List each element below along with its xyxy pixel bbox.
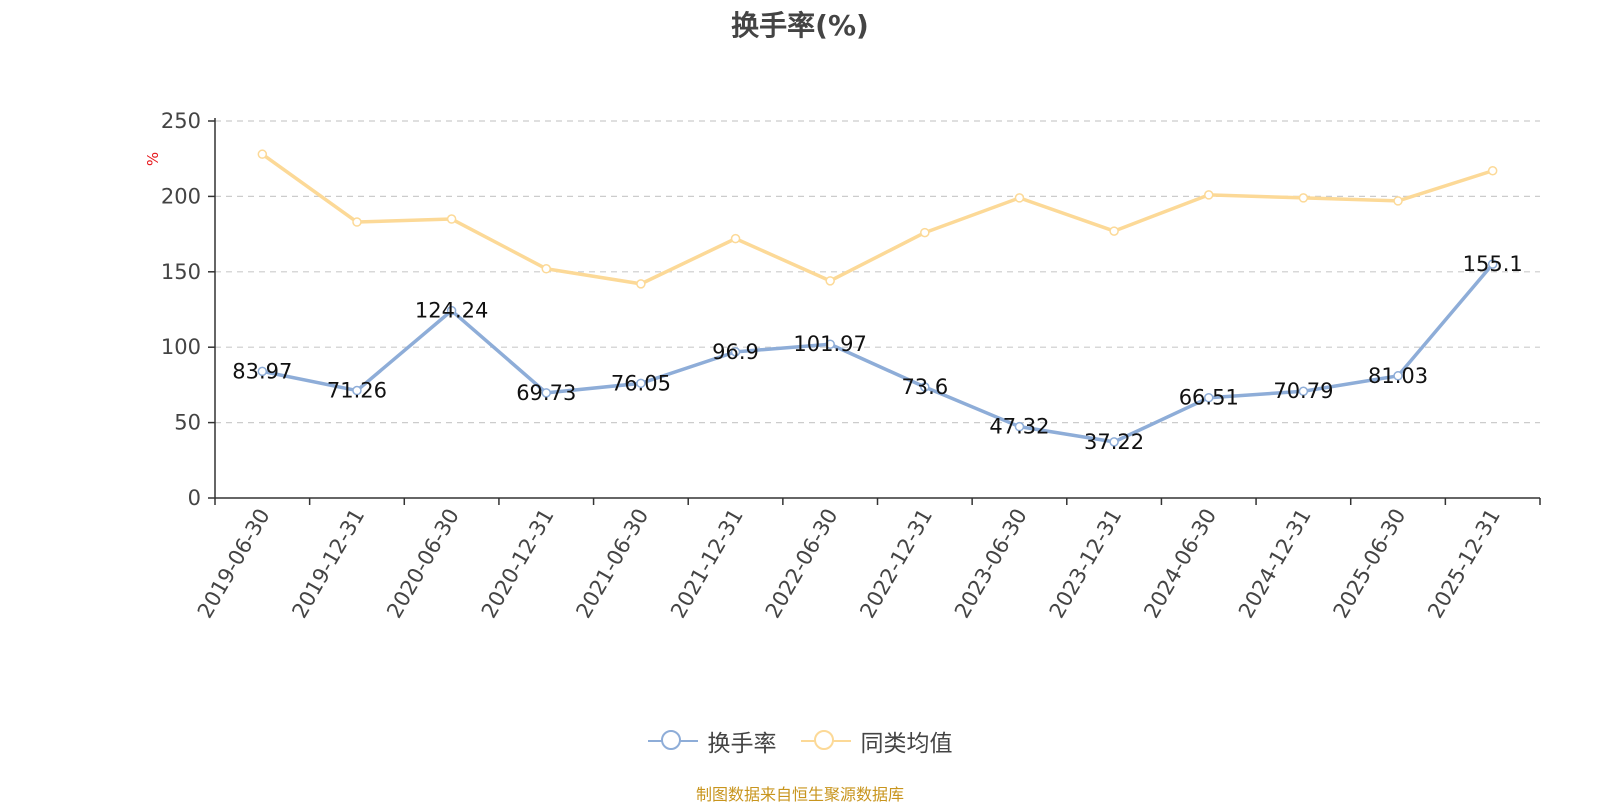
data-point-turnover: [920, 382, 930, 392]
legend-label-peer-average: 同类均值: [860, 731, 953, 757]
data-point-peer-average: [730, 233, 741, 244]
x-tick-label: 2020-12-31: [477, 505, 559, 623]
x-tick-label: 2020-06-30: [382, 505, 464, 623]
legend-swatch-peer-average-icon: [800, 729, 851, 753]
y-tick-label: 250: [161, 109, 201, 133]
y-tick-label: 50: [174, 411, 201, 435]
legend-label-turnover: 换手率: [707, 731, 777, 757]
x-tick-label: 2025-12-31: [1423, 505, 1505, 623]
data-label-turnover: 69.73: [516, 381, 576, 405]
legend-item-peer-average[interactable]: 同类均值: [800, 724, 953, 758]
data-label-turnover: 73.6: [901, 375, 948, 399]
data-point-turnover: [352, 385, 362, 396]
data-point-turnover: [541, 388, 551, 398]
data-label-turnover: 47.32: [989, 415, 1049, 439]
data-label-turnover: 101.97: [793, 332, 866, 356]
x-tick-label: 2022-12-31: [855, 505, 937, 623]
x-tick-label: 2019-12-31: [287, 505, 369, 623]
data-label-turnover: 70.79: [1273, 379, 1333, 403]
data-point-peer-average: [352, 217, 362, 227]
data-point-turnover: [1014, 421, 1025, 432]
data-point-peer-average: [1298, 193, 1309, 203]
x-tick-label: 2021-12-31: [666, 505, 748, 623]
data-point-peer-average: [1109, 226, 1119, 236]
chart-title: 换手率(%): [731, 9, 869, 42]
x-tick-label: 2019-06-30: [193, 505, 275, 623]
data-point-peer-average: [541, 264, 551, 274]
legend-swatch-turnover-icon: [647, 729, 698, 753]
data-point-turnover: [1393, 371, 1403, 381]
data-point-peer-average: [920, 227, 930, 238]
data-point-turnover: [1109, 437, 1119, 447]
x-tick-label: 2023-06-30: [950, 505, 1032, 623]
x-tick-label: 2025-06-30: [1329, 505, 1411, 623]
y-tick-label: 0: [188, 486, 201, 510]
legend: 换手率 同类均值: [0, 724, 1600, 758]
x-tick-label: 2021-06-30: [571, 505, 653, 623]
data-point-peer-average: [1204, 190, 1214, 200]
data-point-turnover: [446, 305, 457, 316]
y-tick-label: 150: [161, 260, 201, 284]
data-label-turnover: 83.97: [232, 359, 292, 383]
data-point-peer-average: [1393, 196, 1403, 206]
data-point-turnover: [257, 366, 268, 377]
data-label-turnover: 124.24: [415, 299, 488, 323]
data-label-turnover: 81.03: [1368, 364, 1428, 388]
data-point-turnover: [1298, 386, 1309, 396]
data-label-turnover: 37.22: [1084, 430, 1144, 454]
x-tick-label: 2024-06-30: [1139, 505, 1221, 623]
data-label-turnover: 155.1: [1463, 252, 1523, 276]
y-tick-label: 100: [161, 335, 201, 359]
data-point-peer-average: [257, 149, 268, 159]
data-label-turnover: 71.26: [327, 379, 387, 403]
data-point-peer-average: [446, 214, 457, 224]
data-point-turnover: [730, 347, 741, 357]
data-point-peer-average: [825, 276, 835, 286]
x-tick-label: 2022-06-30: [761, 505, 843, 623]
legend-item-turnover[interactable]: 换手率: [647, 724, 777, 758]
data-point-turnover: [1204, 392, 1214, 403]
data-source-note: 制图数据来自恒生聚源数据库: [695, 785, 904, 804]
data-point-peer-average: [1487, 166, 1498, 176]
data-point-peer-average: [636, 279, 646, 289]
data-label-turnover: 96.9: [712, 340, 759, 364]
data-point-turnover: [1487, 259, 1498, 269]
data-label-turnover: 76.05: [611, 371, 671, 395]
y-tick-label: 200: [161, 184, 201, 208]
data-label-turnover: 66.51: [1179, 386, 1239, 410]
data-point-turnover: [636, 378, 646, 389]
series-line-peer-average: [261, 152, 1494, 286]
series-line-turnover: [261, 262, 1495, 444]
x-tick-label: 2023-12-31: [1045, 505, 1127, 623]
x-tick-label: 2024-12-31: [1234, 505, 1316, 623]
data-point-peer-average: [1014, 193, 1025, 203]
data-point-turnover: [825, 339, 835, 349]
